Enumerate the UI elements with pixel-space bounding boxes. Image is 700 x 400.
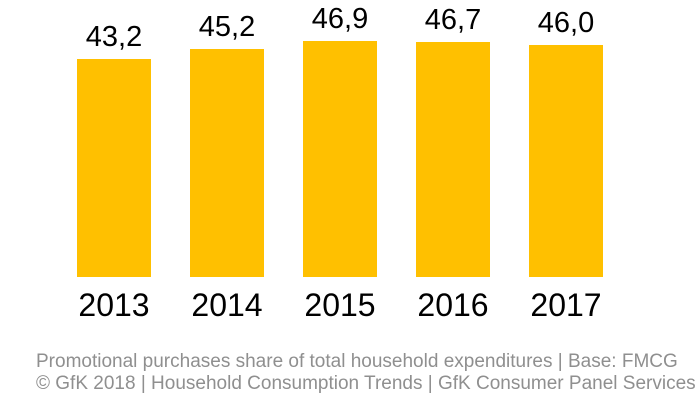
bar-2017: [529, 45, 603, 277]
bar-2015: [303, 40, 377, 277]
value-label-2017: 46,0: [537, 7, 595, 40]
x-tick-2015: 2015: [304, 287, 376, 323]
bar-column-2017: 46,0: [529, 0, 603, 277]
x-tick-2013: 2013: [78, 287, 150, 323]
x-tick-2016: 2016: [417, 287, 489, 323]
chart-footer: Promotional purchases share of total hou…: [36, 351, 696, 394]
value-label-2016: 46,7: [424, 3, 482, 36]
value-label-2015: 46,9: [311, 2, 369, 35]
value-label-2013: 43,2: [85, 21, 143, 54]
footer-line-copyright: © GfK 2018 | Household Consumption Trend…: [36, 372, 696, 394]
bar-column-2013: 43,2: [77, 0, 151, 277]
value-label-2014: 45,2: [198, 11, 256, 44]
bar-column-2015: 46,9: [303, 0, 377, 277]
x-axis-labels: 2013 2014 2015 2016 2017: [77, 289, 603, 321]
x-tick-2014: 2014: [191, 287, 263, 323]
bar-plot-area: 43,2 45,2 46,9 46,7 46,0: [77, 0, 603, 277]
bar-column-2014: 45,2: [190, 0, 264, 277]
bar-2014: [190, 49, 264, 277]
bar-2013: [77, 59, 151, 277]
footer-line-description: Promotional purchases share of total hou…: [36, 351, 678, 372]
bar-2016: [416, 41, 490, 277]
x-tick-2017: 2017: [530, 287, 602, 323]
bar-column-2016: 46,7: [416, 0, 490, 277]
